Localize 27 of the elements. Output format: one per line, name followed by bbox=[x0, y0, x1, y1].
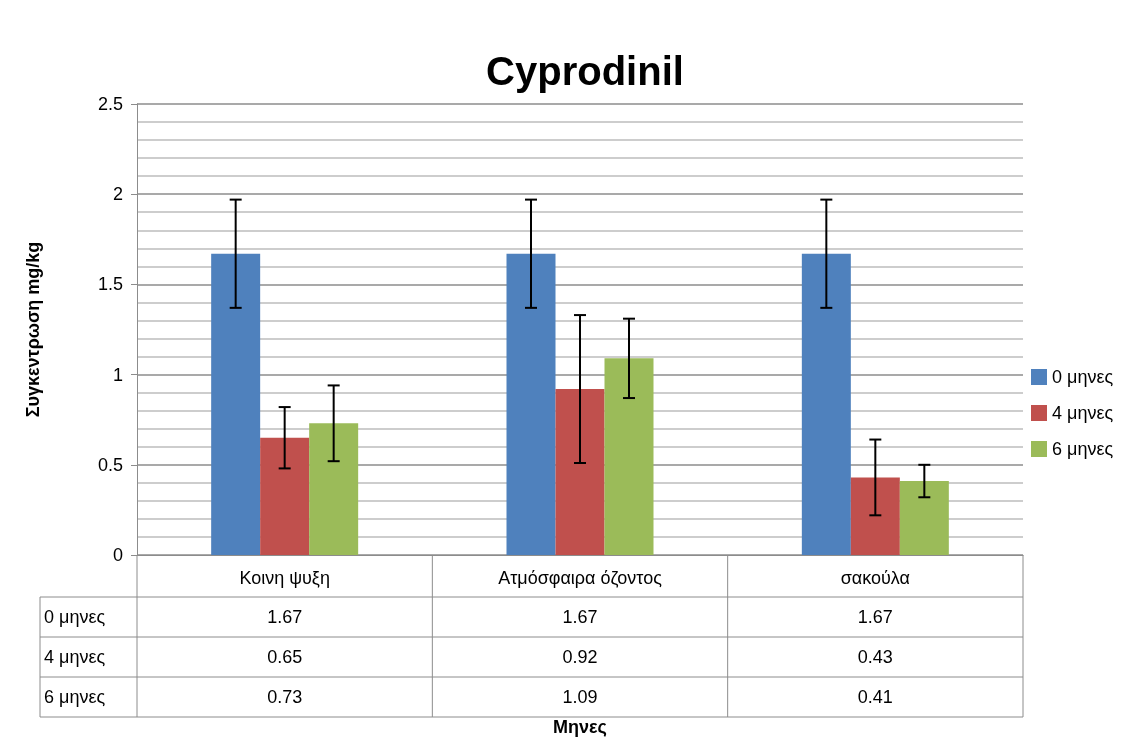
y-axis-title: Συγκεντρωση mg/kg bbox=[23, 241, 43, 418]
legend-label: 0 μηνες bbox=[1052, 367, 1114, 387]
data-label: 0.65 bbox=[267, 647, 303, 667]
data-label: 1.09 bbox=[562, 687, 598, 707]
data-label: 0.41 bbox=[857, 687, 893, 707]
text: 0 μηνες bbox=[44, 607, 106, 627]
text: Μηνες bbox=[553, 717, 607, 737]
data-label: 1.67 bbox=[857, 607, 893, 627]
text: 4 μηνες bbox=[44, 647, 106, 667]
data-label: 0.92 bbox=[562, 647, 598, 667]
data-label: 1.67 bbox=[267, 607, 303, 627]
text: 6 μηνες bbox=[44, 687, 106, 707]
x-tick-label: Κοινη ψυξη bbox=[239, 568, 330, 588]
y-tick-label: 2.5 bbox=[97, 94, 123, 114]
y-tick-label: 1.5 bbox=[97, 274, 123, 295]
legend-label: 6 μηνες bbox=[1052, 439, 1114, 459]
legend-label: 4 μηνες bbox=[1052, 403, 1114, 423]
y-tick-label: 2 bbox=[112, 184, 123, 205]
data-label: 0.73 bbox=[267, 687, 303, 707]
x-tick-label: Ατμόσφαιρα όζοντος bbox=[498, 568, 663, 588]
x-tick-label: σακούλα bbox=[840, 568, 910, 588]
data-label: 1.67 bbox=[562, 607, 598, 627]
data-label: 0.43 bbox=[857, 647, 893, 667]
chart-title: Cyprodinil bbox=[486, 49, 684, 93]
y-tick-label: 0.5 bbox=[97, 454, 123, 475]
y-tick-label: 1 bbox=[112, 364, 123, 385]
y-tick-label: 0 bbox=[112, 545, 123, 565]
